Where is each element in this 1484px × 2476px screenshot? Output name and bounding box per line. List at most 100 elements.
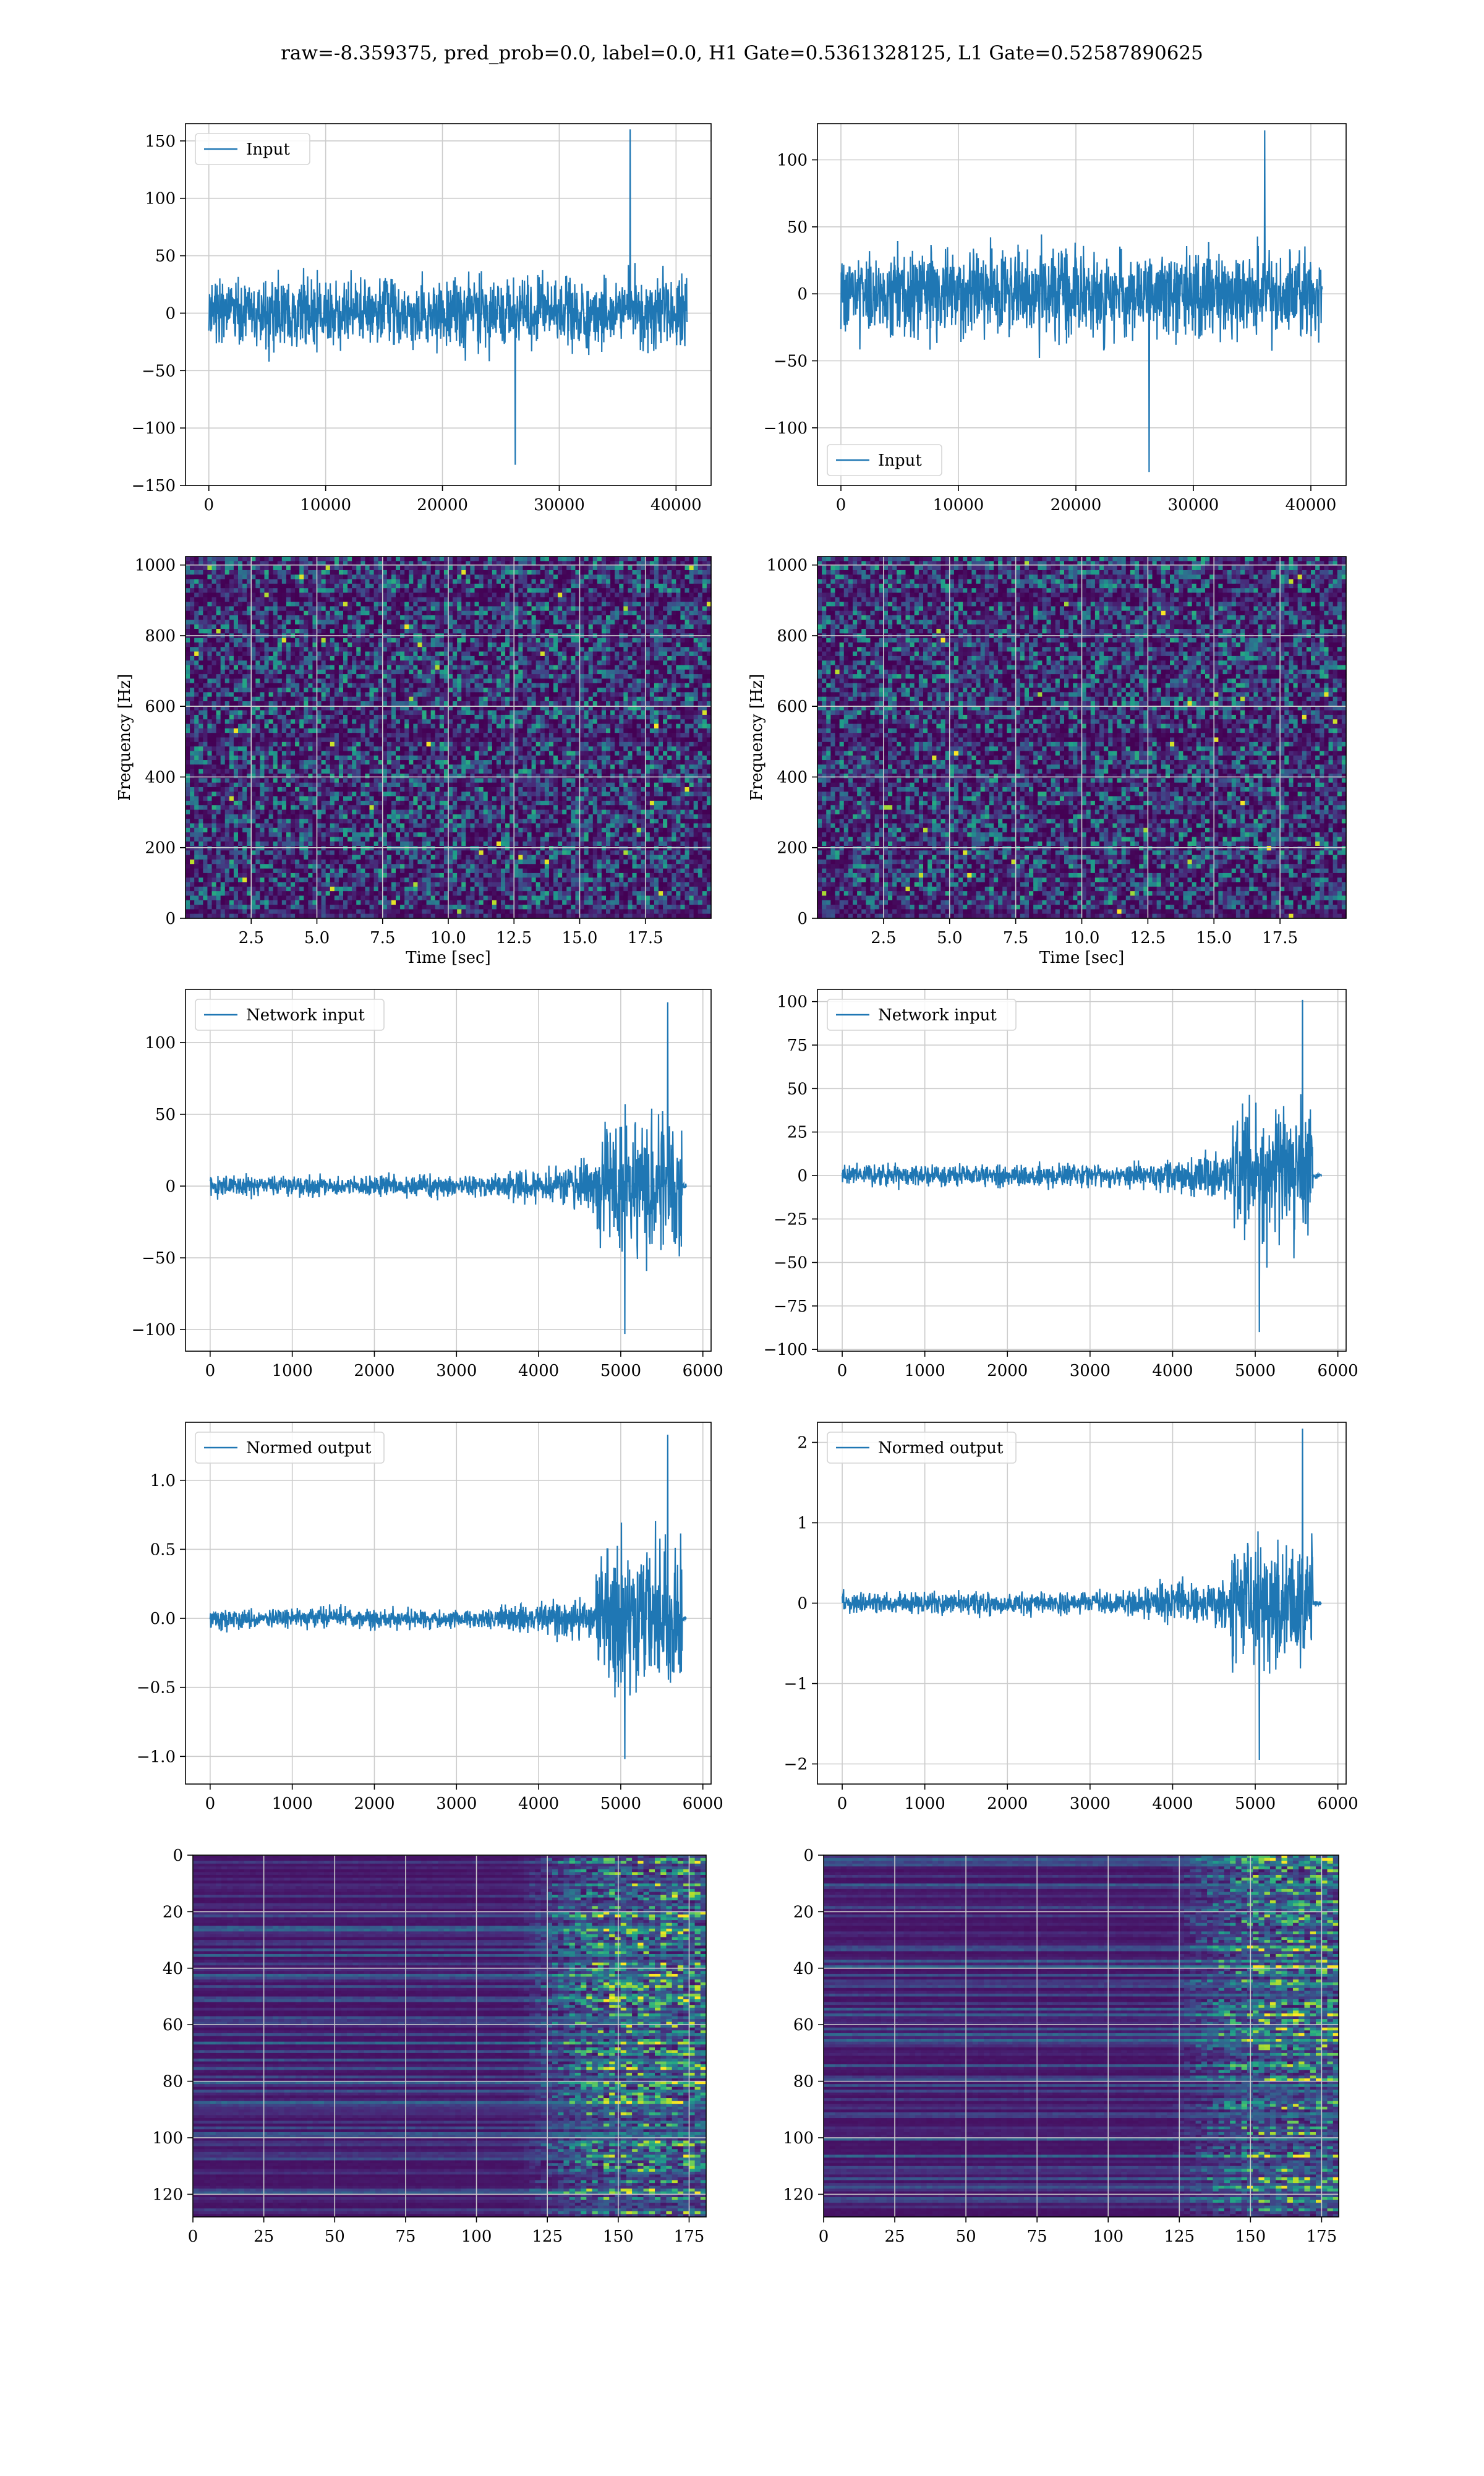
x-tick-label: 2.5	[871, 929, 896, 947]
x-tick-label: 6000	[1318, 1795, 1358, 1813]
x-tick-label: 0	[205, 1795, 216, 1813]
series-line	[210, 1002, 686, 1334]
x-axis-label: Time [sec]	[1039, 949, 1125, 967]
y-tick-label: 0	[797, 285, 808, 304]
x-tick-label: 175	[674, 2227, 705, 2246]
y-tick-label: −1.0	[137, 1748, 176, 1766]
y-tick-label: 100	[777, 993, 808, 1012]
y-tick-label: 0	[173, 1846, 183, 1865]
y-tick-label: −1	[784, 1675, 808, 1694]
y-axis-label: Frequency [Hz]	[116, 674, 134, 801]
y-tick-label: −50	[774, 352, 808, 371]
legend-label: Network input	[878, 1006, 997, 1025]
x-tick-label: 15.0	[562, 929, 598, 947]
legend-label: Input	[246, 140, 290, 159]
y-tick-label: 50	[787, 1080, 808, 1098]
x-tick-label: 175	[1307, 2227, 1337, 2246]
x-tick-label: 100	[461, 2227, 492, 2246]
x-tick-label: 1000	[905, 1795, 945, 1813]
y-tick-label: 400	[145, 768, 176, 787]
x-tick-label: 75	[1027, 2227, 1047, 2246]
y-tick-label: 40	[793, 1960, 814, 1978]
x-tick-label: 20000	[1051, 496, 1102, 514]
legend: Normed output	[827, 1432, 1016, 1463]
y-tick-label: 0	[165, 910, 176, 928]
x-tick-label: 7.5	[1003, 929, 1028, 947]
y-tick-label: 20	[793, 1903, 814, 1921]
x-tick-label: 4000	[518, 1795, 559, 1813]
y-tick-label: 50	[787, 218, 808, 237]
y-tick-label: −2	[784, 1756, 808, 1774]
y-tick-label: 120	[783, 2185, 814, 2204]
x-tick-label: 150	[1235, 2227, 1266, 2246]
y-tick-label: 0	[797, 910, 808, 928]
x-tick-label: 6000	[1318, 1362, 1358, 1380]
x-tick-label: 17.5	[1262, 929, 1298, 947]
y-tick-label: 0	[797, 1167, 808, 1185]
y-tick-label: 1000	[767, 557, 808, 575]
x-tick-label: 0	[837, 1795, 848, 1813]
y-tick-label: 800	[145, 627, 176, 646]
x-tick-label: 1000	[272, 1795, 313, 1813]
y-tick-label: 50	[155, 247, 176, 266]
x-tick-label: 10000	[933, 496, 984, 514]
legend-label: Normed output	[878, 1439, 1004, 1458]
y-tick-label: −50	[774, 1254, 808, 1273]
y-tick-label: 100	[777, 152, 808, 170]
figure-title: raw=-8.359375, pred_prob=0.0, label=0.0,…	[0, 42, 1484, 64]
x-tick-label: 30000	[1168, 496, 1219, 514]
x-tick-label: 75	[395, 2227, 416, 2246]
series-line	[210, 1435, 686, 1759]
legend-label: Normed output	[246, 1439, 372, 1458]
legend-label: Input	[878, 451, 922, 470]
y-tick-label: 1000	[135, 557, 176, 575]
y-tick-label: 40	[163, 1960, 183, 1978]
x-tick-label: 20000	[417, 496, 468, 514]
x-tick-label: 4000	[1152, 1362, 1193, 1380]
x-tick-label: 3000	[436, 1795, 477, 1813]
x-tick-label: 5000	[1235, 1795, 1276, 1813]
series-line	[842, 1428, 1321, 1760]
x-tick-label: 25	[885, 2227, 905, 2246]
x-tick-label: 10.0	[430, 929, 466, 947]
y-tick-label: 120	[152, 2185, 183, 2204]
y-tick-label: 0.0	[150, 1610, 176, 1628]
y-tick-label: 2	[797, 1434, 808, 1453]
heatmap-cells	[193, 1855, 707, 2218]
x-tick-label: 12.5	[496, 929, 532, 947]
y-tick-label: 0	[165, 304, 176, 323]
y-axis-label: Frequency [Hz]	[748, 674, 766, 801]
x-tick-label: 6000	[683, 1362, 723, 1380]
y-tick-label: 200	[145, 839, 176, 858]
x-tick-label: 30000	[534, 496, 585, 514]
legend: Normed output	[195, 1432, 384, 1463]
x-tick-label: 2000	[354, 1795, 394, 1813]
y-tick-label: 800	[777, 627, 808, 646]
y-tick-label: 100	[783, 2129, 814, 2148]
y-tick-label: 20	[163, 1903, 183, 1921]
x-tick-label: 15.0	[1196, 929, 1232, 947]
legend: Network input	[195, 999, 384, 1030]
x-tick-label: 50	[956, 2227, 976, 2246]
y-tick-label: 75	[787, 1036, 808, 1055]
y-tick-label: 100	[152, 2129, 183, 2148]
y-tick-label: 1.0	[150, 1472, 176, 1490]
series-line	[842, 1000, 1321, 1332]
y-tick-label: 25	[787, 1124, 808, 1142]
series-line	[209, 129, 688, 464]
y-tick-label: 150	[145, 132, 176, 151]
x-tick-label: 125	[532, 2227, 563, 2246]
y-tick-label: −100	[764, 419, 808, 438]
x-tick-label: 4000	[518, 1362, 559, 1380]
y-tick-label: 600	[777, 698, 808, 716]
y-tick-label: 1	[797, 1514, 808, 1533]
legend-label: Network input	[246, 1006, 365, 1025]
